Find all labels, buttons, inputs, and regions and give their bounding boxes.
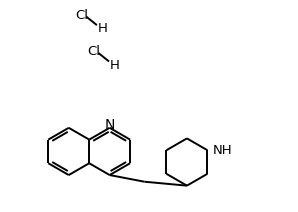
Text: NH: NH [213,144,232,157]
Text: H: H [110,59,119,72]
Text: H: H [97,22,107,35]
Text: Cl: Cl [75,9,88,22]
Text: N: N [105,118,115,132]
Text: Cl: Cl [87,45,100,58]
